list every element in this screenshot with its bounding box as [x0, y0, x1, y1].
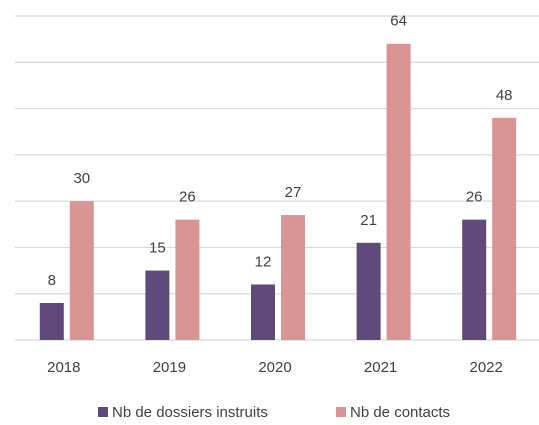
x-tick-label: 2021 [364, 359, 397, 376]
x-tick-label: 2022 [470, 359, 503, 376]
data-label: 21 [360, 212, 377, 229]
data-label: 26 [466, 189, 483, 206]
bar [39, 302, 64, 340]
bar [356, 242, 381, 340]
legend-swatch [336, 407, 346, 417]
x-tick-label: 2019 [153, 359, 186, 376]
legend-label: Nb de dossiers instruits [112, 404, 268, 421]
data-label: 26 [179, 189, 196, 206]
data-label: 12 [255, 253, 272, 270]
bar [462, 219, 487, 340]
legend-swatch [98, 407, 108, 417]
bar [175, 219, 200, 340]
bar [69, 201, 94, 340]
data-label: 64 [390, 13, 407, 30]
data-label: 27 [285, 184, 302, 201]
bar [492, 117, 517, 340]
x-tick-label: 2020 [258, 359, 291, 376]
bar [145, 270, 170, 340]
data-label: 15 [149, 240, 166, 257]
data-label: 8 [48, 272, 56, 289]
data-label: 48 [496, 87, 513, 104]
bar [281, 215, 305, 340]
bar [386, 43, 411, 341]
x-tick-label: 2018 [47, 359, 80, 376]
legend-label: Nb de contacts [350, 404, 450, 421]
bar [251, 284, 275, 340]
data-label: 30 [73, 170, 90, 187]
